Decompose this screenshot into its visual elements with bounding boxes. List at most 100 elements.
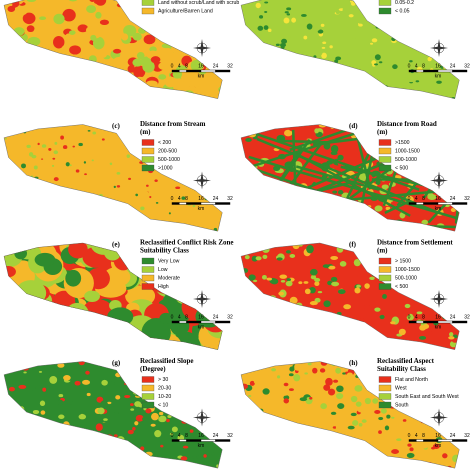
map-patch xyxy=(90,213,96,217)
map-patch xyxy=(205,469,210,473)
map-patch xyxy=(84,173,87,176)
map-patch xyxy=(208,300,223,313)
scale-segment xyxy=(171,320,180,324)
map-patch xyxy=(316,51,323,56)
map-patch xyxy=(127,92,135,96)
map-patch xyxy=(128,177,132,180)
map-patch xyxy=(385,206,391,211)
map-patch xyxy=(448,47,453,50)
map-patch xyxy=(271,368,277,372)
map-patch xyxy=(358,54,364,59)
map-patch xyxy=(116,343,132,350)
map-patch xyxy=(11,405,18,411)
map-patch xyxy=(302,82,308,88)
map-patch xyxy=(322,201,329,208)
map-outline xyxy=(240,242,460,350)
legend-label: Land without scrub/Land with scrub xyxy=(158,0,239,6)
map-patch xyxy=(206,399,212,404)
map-patch xyxy=(135,414,144,422)
scale-segment xyxy=(452,320,468,324)
map-patch xyxy=(354,385,363,392)
map-patch xyxy=(285,338,292,343)
map-patch xyxy=(150,56,161,64)
map-patch xyxy=(425,259,430,262)
map-patch xyxy=(391,449,399,455)
map-patch xyxy=(95,423,103,431)
map-patch xyxy=(310,218,319,224)
map-patch xyxy=(353,258,361,267)
scale-segment xyxy=(452,439,468,442)
scale-segment xyxy=(452,202,468,205)
map-patch xyxy=(285,206,295,217)
compass-star xyxy=(430,408,448,427)
map-patch xyxy=(135,193,139,197)
map-patch xyxy=(191,177,194,181)
scale-segment xyxy=(200,439,216,442)
map-patch xyxy=(404,303,411,309)
map-patch xyxy=(113,434,118,438)
map-patch xyxy=(359,362,364,368)
legend-swatch xyxy=(141,283,155,290)
map-patch xyxy=(456,32,460,36)
map-patch xyxy=(21,163,26,169)
legend-swatch xyxy=(378,164,392,172)
legend-swatch xyxy=(141,401,155,409)
map-patch xyxy=(255,182,262,187)
map-patch xyxy=(144,18,153,28)
scale-segment xyxy=(215,320,231,324)
map-patch xyxy=(241,340,247,347)
map-patch xyxy=(447,277,455,284)
map-patch xyxy=(95,214,100,218)
compass-star xyxy=(193,171,211,190)
map-patch xyxy=(124,394,131,399)
map-patch xyxy=(262,388,270,395)
map-patch xyxy=(298,97,304,99)
map-patch xyxy=(6,298,22,315)
map-patch xyxy=(43,324,71,350)
map-patch xyxy=(37,382,42,386)
map-patch xyxy=(331,281,340,287)
legend-swatch xyxy=(141,139,155,146)
map-patch xyxy=(325,377,333,386)
map-patch xyxy=(8,451,14,457)
map-patch xyxy=(221,164,223,167)
map-patch xyxy=(221,153,223,158)
scale-segment xyxy=(416,69,424,73)
map-patch xyxy=(421,219,429,225)
map-patch xyxy=(22,455,29,461)
map-patch xyxy=(432,26,438,33)
map-patch xyxy=(442,453,448,459)
scale-label: 8 xyxy=(422,314,425,320)
map-patch xyxy=(312,367,318,374)
legend-label: > 1500 xyxy=(395,258,411,264)
map-patch xyxy=(454,29,460,35)
map-patch xyxy=(264,361,271,365)
map-patch xyxy=(105,447,112,453)
map-patch xyxy=(106,401,112,405)
map-patch xyxy=(357,91,363,97)
map-patch xyxy=(151,412,159,421)
map-patch xyxy=(136,51,145,60)
map-patch xyxy=(92,36,105,50)
map-patch xyxy=(439,307,446,312)
map-patch xyxy=(317,29,324,34)
map-patch xyxy=(12,415,19,420)
map-patch xyxy=(421,16,426,21)
map-patch xyxy=(283,398,290,404)
map-patch xyxy=(101,76,115,91)
map-patch xyxy=(4,46,10,53)
map-patch xyxy=(140,446,145,451)
map-patch xyxy=(59,173,64,178)
map-patch xyxy=(241,165,250,174)
map-patch xyxy=(31,460,39,466)
map-patch xyxy=(405,247,414,256)
map-patch xyxy=(11,177,14,180)
map-patch xyxy=(102,333,120,344)
scale-segment xyxy=(452,69,468,73)
map-patch xyxy=(5,92,17,99)
map-patch xyxy=(407,443,412,447)
legend-label: West xyxy=(395,385,407,391)
scale-label: 8 xyxy=(422,433,425,439)
map-patch xyxy=(292,449,298,453)
map-patch xyxy=(4,459,9,466)
